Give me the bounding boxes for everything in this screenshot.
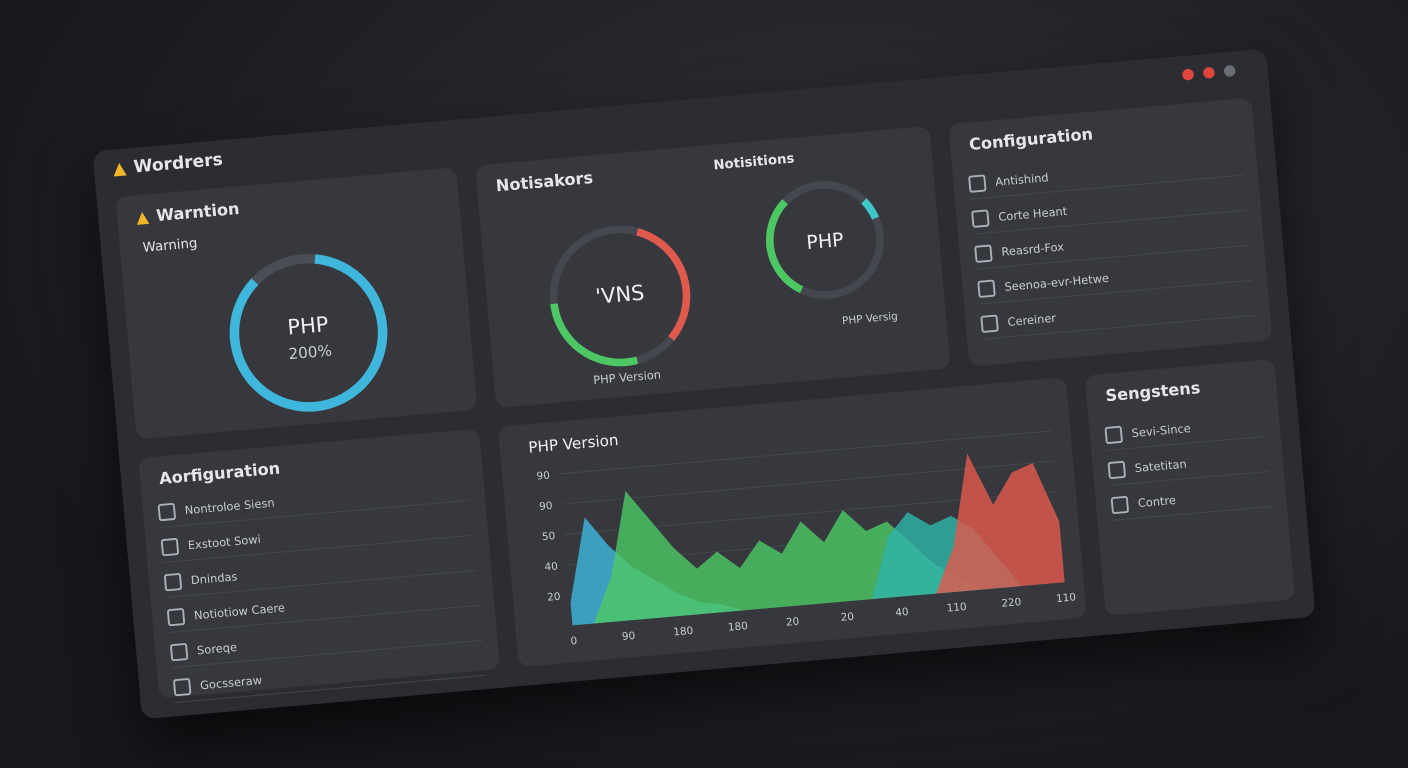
- item-text: Antishind: [994, 170, 1050, 189]
- panel-title: Configuration: [968, 124, 1094, 155]
- item-text: Satetitan: [1134, 457, 1188, 475]
- item-text: Contre: [1137, 493, 1177, 511]
- x-tick-label: 220: [1001, 596, 1022, 610]
- gauge-text: PHP: [806, 229, 845, 254]
- x-tick-label: 20: [786, 616, 800, 629]
- x-tick-label: 20: [840, 611, 854, 624]
- item-icon: [160, 537, 180, 557]
- chart-panel: PHP Version 90 90 50 40 20 0 90 180 180 20 20 40 110…: [497, 377, 1087, 668]
- gauge-arc: [766, 181, 884, 299]
- gauge-text: 'VNS: [594, 281, 645, 309]
- item-icon: [1110, 495, 1130, 515]
- item-icon: [157, 502, 177, 522]
- chart-title: PHP Version: [528, 431, 620, 457]
- item-text: Exstoot Sowi: [187, 532, 262, 553]
- area: [572, 453, 1065, 626]
- x-tick-label: 180: [673, 625, 694, 639]
- item-icon: [971, 209, 990, 228]
- item-text: Seenoa-evr-Hetwe: [1003, 271, 1110, 294]
- y-tick-label: 50: [541, 530, 555, 543]
- gauge-arc: [766, 181, 884, 299]
- aconfig-panel: Aorfiguration Nontroloe Siesn Exstoot Sow…: [138, 428, 501, 704]
- gauge-arc: [229, 253, 388, 412]
- item-icon: [163, 572, 183, 592]
- y-tick-label: 90: [539, 500, 553, 513]
- x-tick-label: 110: [1056, 591, 1077, 605]
- gauge-value: 200%: [288, 342, 333, 364]
- window-button[interactable]: [1181, 68, 1195, 81]
- notifications-panel: Notisakors Notisitions 'VNS PHP Version …: [475, 125, 951, 408]
- dashboard: ▲ Wordrers ▲ Warntion Warning PHP 200% Not…: [92, 48, 1316, 720]
- panel-title: Aorfiguration: [158, 459, 281, 489]
- gauge-title: PHP: [286, 312, 329, 339]
- item-icon: [1107, 460, 1127, 480]
- gauge: PHP 200%: [229, 253, 388, 412]
- item-icon: [169, 642, 189, 662]
- window-button[interactable]: [1202, 66, 1216, 79]
- y-tick-label: 20: [547, 591, 561, 604]
- y-tick-label: 90: [536, 470, 550, 483]
- list: Antishind Corte Heant Reasrd-Fox Seenoa-evr…: [967, 146, 1256, 345]
- list-item[interactable]: Contre: [1110, 477, 1272, 521]
- gauge-caption: PHP Version: [593, 367, 662, 387]
- gauge-arc: [549, 225, 691, 367]
- grid-line: [559, 430, 1052, 475]
- gauge-caption: PHP Versig: [842, 310, 899, 327]
- x-tick-label: 40: [895, 606, 909, 619]
- item-icon: [980, 314, 999, 333]
- panel-title: Sengstens: [1104, 378, 1202, 407]
- item-icon: [968, 174, 987, 193]
- item-text: Cereiner: [1006, 311, 1057, 329]
- settings-panel: Sengstens Sevi-Since Satetitan Contre: [1084, 358, 1296, 616]
- item-text: Notiotiow Caere: [193, 600, 286, 623]
- item-text: Dnindas: [190, 569, 238, 588]
- config-panel: Configuration Antishind Corte Heant Reasrd…: [948, 97, 1273, 367]
- x-tick-label: 110: [946, 601, 967, 615]
- area: [572, 512, 1065, 626]
- item-text: Soreqe: [196, 640, 238, 658]
- x-tick-label: 90: [621, 630, 635, 643]
- brand: ▲ Wordrers: [112, 149, 224, 180]
- item-icon: [166, 607, 186, 627]
- item-icon: [172, 677, 192, 697]
- y-tick-label: 40: [544, 560, 558, 573]
- window-button[interactable]: [1223, 64, 1236, 78]
- item-text: Reasrd-Fox: [1000, 240, 1065, 259]
- brand-text: Wordrers: [132, 149, 224, 178]
- list: Sevi-Since Satetitan Contre: [1103, 407, 1272, 527]
- warning-panel: ▲ Warntion Warning PHP 200%: [115, 167, 478, 440]
- list: Nontroloe Siesn Exstoot Sowi Dnindas Notiot…: [157, 471, 486, 708]
- item-icon: [977, 279, 996, 298]
- item-text: Gocsseraw: [199, 673, 263, 693]
- chart: PHP Version 90 90 50 40 20 0 90 180 180 20 20 40 110…: [528, 430, 1077, 648]
- gauges: 'VNS PHP Version PHP PHP Versig: [549, 181, 899, 387]
- item-icon: [1104, 425, 1124, 445]
- item-icon: [974, 244, 993, 263]
- item-text: Sevi-Since: [1131, 421, 1192, 440]
- x-tick-label: 180: [728, 620, 749, 634]
- x-tick-label: 0: [570, 635, 578, 648]
- item-text: Nontroloe Siesn: [184, 496, 276, 518]
- item-text: Corte Heant: [997, 204, 1068, 224]
